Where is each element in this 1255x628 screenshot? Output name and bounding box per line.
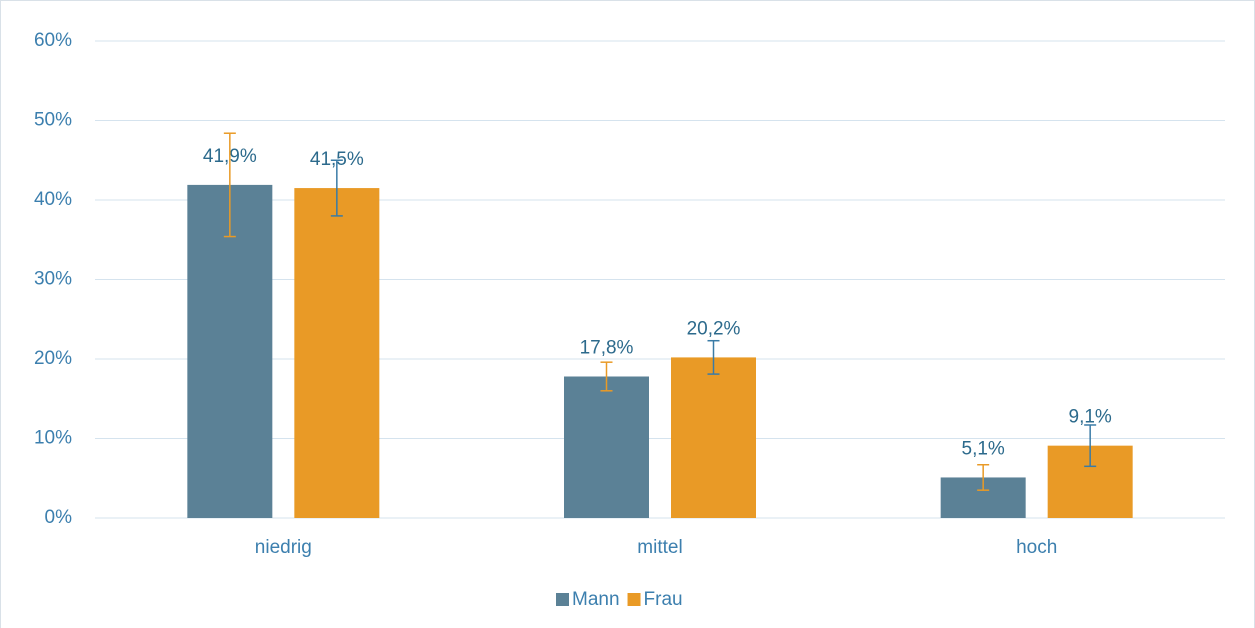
bar xyxy=(671,357,756,518)
y-tick-label: 60% xyxy=(34,30,72,51)
x-tick-label: niedrig xyxy=(255,537,312,558)
value-label: 17,8% xyxy=(580,338,634,359)
error-bar xyxy=(330,159,343,217)
bar xyxy=(187,184,273,518)
error-bar xyxy=(707,339,720,375)
legend-label: Mann xyxy=(572,589,620,610)
x-tick-label: mittel xyxy=(637,537,682,558)
value-label: 9,1% xyxy=(1069,407,1112,428)
error-bar xyxy=(1084,424,1097,468)
legend-label: Frau xyxy=(644,589,683,610)
legend-swatch xyxy=(556,593,569,606)
bar xyxy=(294,188,380,518)
y-tick-label: 40% xyxy=(34,189,72,210)
error-bar xyxy=(977,463,990,491)
value-label: 20,2% xyxy=(687,318,741,339)
y-tick-label: 10% xyxy=(34,428,72,449)
error-bar xyxy=(223,132,236,238)
bar xyxy=(564,376,649,518)
error-bar xyxy=(600,361,613,392)
value-label: 5,1% xyxy=(962,438,1005,459)
legend-swatch xyxy=(627,593,641,606)
y-tick-label: 20% xyxy=(34,348,72,369)
y-tick-label: 0% xyxy=(45,507,73,528)
x-tick-label: hoch xyxy=(1016,537,1057,558)
y-tick-label: 50% xyxy=(34,110,72,131)
y-tick-label: 30% xyxy=(34,269,72,290)
